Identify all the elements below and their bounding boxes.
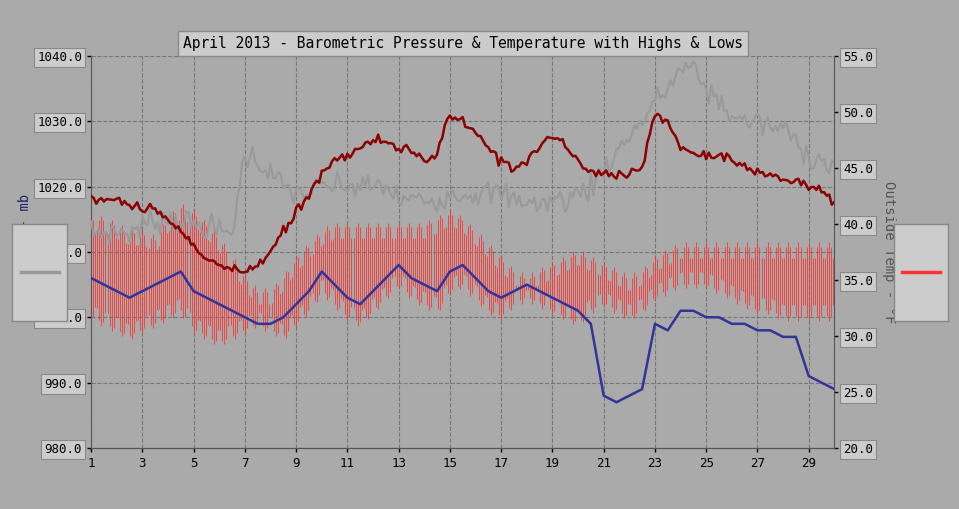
- Title: April 2013 - Barometric Pressure & Temperature with Highs & Lows: April 2013 - Barometric Pressure & Tempe…: [183, 36, 742, 51]
- Y-axis label: Outside Temp - °F: Outside Temp - °F: [881, 181, 896, 323]
- Y-axis label: Barometer - mb: Barometer - mb: [17, 193, 32, 310]
